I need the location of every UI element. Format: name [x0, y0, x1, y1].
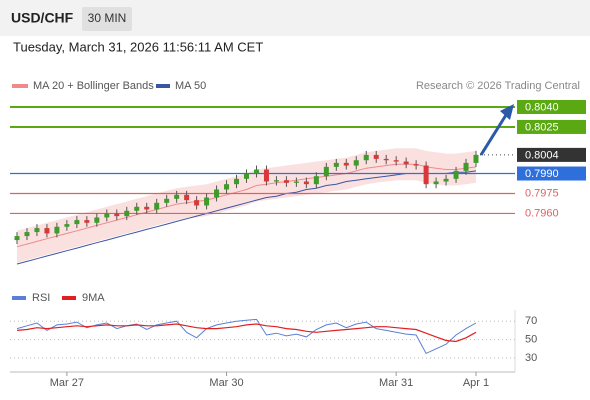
bollinger-band: [17, 148, 476, 263]
candle-body: [144, 206, 150, 210]
candle-body: [124, 210, 130, 217]
candle-body: [134, 206, 140, 211]
candle-body: [224, 184, 230, 190]
x-tick-label: Mar 27: [50, 377, 84, 389]
level-label: 0.7960: [525, 207, 559, 219]
legend-ma50: MA 50: [175, 80, 206, 92]
interval[interactable]: 30 MIN: [88, 11, 127, 25]
candle-body: [184, 194, 190, 201]
candle-body: [84, 220, 90, 223]
candle-body: [44, 228, 50, 234]
candle-body: [263, 169, 269, 182]
candle-body: [303, 181, 309, 185]
candle-body: [343, 162, 349, 166]
candle-body: [403, 161, 409, 165]
legend-swatch: [62, 296, 76, 300]
forecast-arrow: [479, 114, 508, 156]
x-tick-label: Apr 1: [463, 377, 489, 389]
candle-body: [104, 213, 110, 218]
candle-body: [283, 180, 289, 183]
candle-body: [273, 180, 279, 182]
candle-body: [24, 232, 30, 237]
candle-body: [333, 162, 339, 167]
candle-body: [373, 154, 379, 159]
level-box: [517, 147, 586, 162]
level-label: 0.8025: [525, 121, 559, 133]
candle-body: [313, 176, 319, 185]
candle-body: [54, 226, 60, 234]
rsi-legend: 9MA: [82, 292, 105, 304]
candle-body: [293, 181, 299, 183]
x-tick-label: Mar 31: [379, 377, 413, 389]
rsi-tick-label: 50: [525, 334, 537, 346]
legend-swatch: [12, 84, 28, 88]
candle-body: [453, 170, 459, 179]
candle-body: [323, 166, 329, 177]
candle-body: [14, 236, 20, 241]
level-label: 0.8004: [525, 149, 559, 161]
legend-swatch: [12, 296, 26, 300]
rsi-panel: 30 50 70 RSI 9MA: [10, 292, 537, 364]
rsi-tick-label: 30: [525, 352, 537, 364]
candle-body: [204, 197, 210, 206]
interval-button[interactable]: [82, 7, 132, 31]
candle-body: [383, 158, 389, 161]
candle-body: [244, 173, 249, 179]
ma50-line: [16, 170, 477, 265]
legend-bands: MA 20 + Bollinger Bands: [33, 80, 154, 92]
price-panel: 0.8040 0.8025 0.8004 0.7990 0.7975 0.7960: [10, 99, 586, 265]
candle-body: [164, 198, 170, 203]
level-label: 0.7975: [525, 187, 559, 199]
candle-body: [114, 213, 120, 217]
forecast-arrowhead: [500, 104, 514, 120]
level-box: [517, 166, 586, 181]
candle-body: [463, 162, 469, 171]
candle-body: [423, 165, 429, 185]
candle-body: [94, 217, 100, 223]
candle-body: [194, 200, 200, 206]
candle-body: [214, 189, 220, 198]
candle-body: [154, 202, 160, 210]
candle-body: [363, 154, 369, 161]
rsi-line: [16, 323, 477, 343]
ma20-line: [16, 163, 477, 248]
candle-body: [353, 160, 359, 166]
timestamp: Tuesday, March 31, 2026 11:56:11 AM CET: [13, 39, 263, 54]
rsi-legend: RSI: [32, 292, 50, 304]
candle-body: [253, 169, 259, 174]
rsi-tick-label: 70: [525, 315, 537, 327]
symbol: USD/CHF: [11, 10, 74, 26]
level-box: [517, 99, 586, 114]
credit: Research © 2026 Trading Central: [416, 80, 580, 92]
x-tick-label: Mar 30: [209, 377, 243, 389]
candle-body: [64, 224, 70, 227]
level-label: 0.7990: [525, 168, 559, 180]
level-box: [517, 119, 586, 134]
candle-body: [413, 164, 419, 166]
candle-body: [393, 160, 399, 162]
candle-body: [473, 154, 479, 163]
legend-swatch: [156, 84, 170, 88]
candle-body: [234, 178, 240, 185]
level-label: 0.8040: [525, 101, 559, 113]
candle-body: [34, 228, 40, 233]
candle-body: [174, 194, 180, 199]
candle-body: [74, 220, 80, 225]
candle-body: [433, 181, 439, 185]
candle-body: [443, 178, 449, 182]
